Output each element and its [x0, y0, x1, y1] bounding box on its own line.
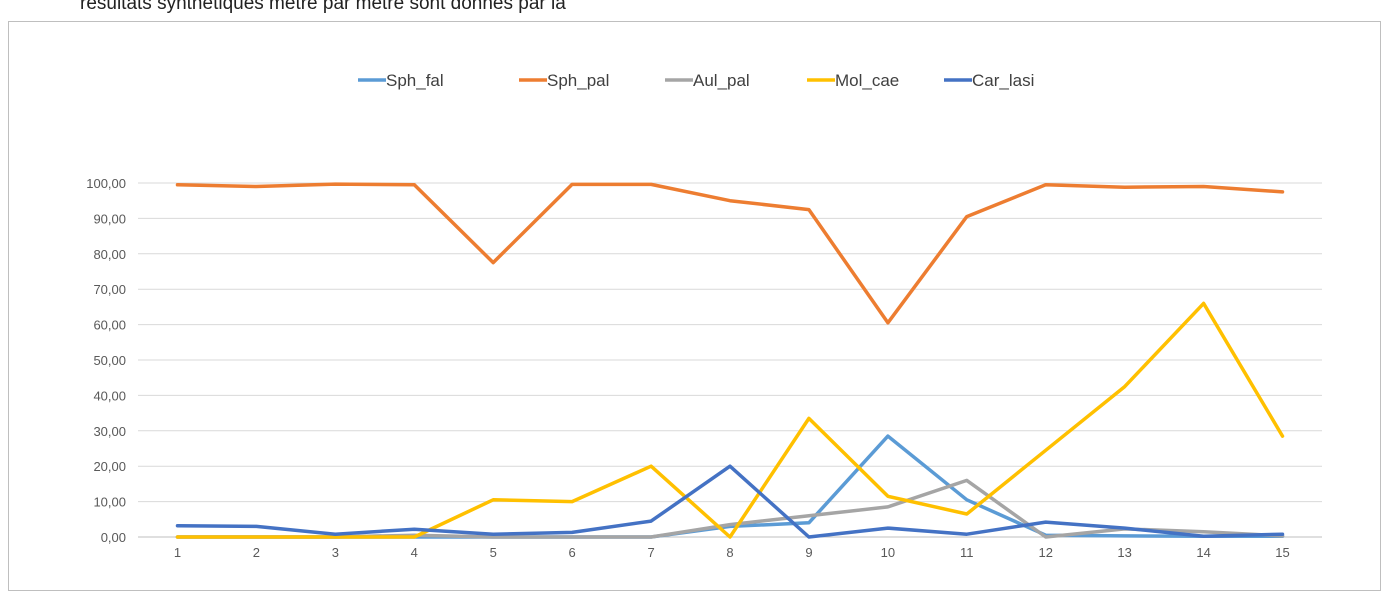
y-axis-tick-labels: 0,00 10,00 20,00 30,00 40,00 50,00 60,00 70,00 8…: [86, 176, 126, 545]
document-caption-fragment: résultats synthétiques mètre par mètre s…: [80, 0, 566, 14]
y-tick-label: 80,00: [93, 247, 126, 262]
legend-label: Sph_fal: [386, 71, 444, 90]
y-tick-label: 70,00: [93, 282, 126, 297]
y-tick-label: 30,00: [93, 424, 126, 439]
series-line-mol-cae: [175, 301, 1285, 539]
y-tick-label: 0,00: [101, 530, 126, 545]
line-chart: 0,00 10,00 20,00 30,00 40,00 50,00 60,00 70,00 8…: [86, 71, 1322, 560]
y-tick-label: 40,00: [93, 388, 126, 403]
x-tick-label: 15: [1275, 545, 1289, 560]
chart-legend: Sph_fal Sph_pal Aul_pal Mol_cae Car_lasi: [358, 71, 1034, 90]
y-tick-label: 90,00: [93, 211, 126, 226]
series-line-car-lasi: [175, 464, 1285, 539]
series-line-sph-pal: [175, 182, 1285, 325]
x-tick-label: 1: [174, 545, 181, 560]
chart-frame: [8, 21, 1381, 591]
y-tick-label: 20,00: [93, 459, 126, 474]
x-tick-label: 13: [1117, 545, 1131, 560]
y-tick-label: 10,00: [93, 495, 126, 510]
legend-label: Mol_cae: [835, 71, 899, 90]
grid-lines: [138, 182, 1322, 538]
y-tick-label: 100,00: [86, 176, 126, 191]
x-tick-label: 4: [411, 545, 418, 560]
legend-label: Car_lasi: [972, 71, 1034, 90]
legend-label: Aul_pal: [693, 71, 750, 90]
legend-label: Sph_pal: [547, 71, 609, 90]
x-tick-label: 3: [332, 545, 339, 560]
x-tick-label: 5: [490, 545, 497, 560]
series-line-sph-fal: [175, 434, 1285, 539]
x-tick-label: 11: [960, 545, 974, 560]
x-tick-label: 12: [1038, 545, 1052, 560]
x-tick-label: 14: [1196, 545, 1210, 560]
y-tick-label: 60,00: [93, 318, 126, 333]
series-lines: [175, 182, 1285, 539]
x-tick-label: 7: [647, 545, 654, 560]
x-tick-label: 2: [253, 545, 260, 560]
x-tick-label: 8: [726, 545, 733, 560]
x-axis-tick-labels: 1 2 3 4 5 6 7 8 9 10 11 12 13 14 15: [174, 545, 1290, 560]
x-tick-label: 10: [881, 545, 895, 560]
x-tick-label: 9: [805, 545, 812, 560]
x-tick-label: 6: [569, 545, 576, 560]
y-tick-label: 50,00: [93, 353, 126, 368]
